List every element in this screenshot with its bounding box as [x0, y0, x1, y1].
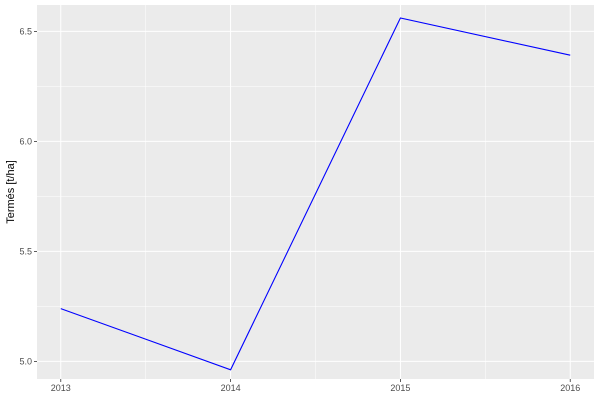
gridlines [37, 5, 594, 379]
series-line [60, 17, 571, 371]
y-tick-label: 6.5 [19, 26, 32, 36]
x-tick-label: 2016 [560, 383, 580, 393]
x-tick-label: 2013 [51, 383, 71, 393]
y-tick-label: 5.0 [19, 356, 32, 366]
y-tick-label: 5.5 [19, 246, 32, 256]
y-tick-label: 6.0 [19, 136, 32, 146]
axes: 5.0 5.5 6.0 6.5 2013 2014 2015 2016 [19, 26, 580, 393]
x-tick-label: 2014 [221, 383, 241, 393]
y-axis-label: Termés [t/ha] [5, 160, 17, 224]
x-tick-label: 2015 [390, 383, 410, 393]
series-layer [60, 17, 571, 371]
